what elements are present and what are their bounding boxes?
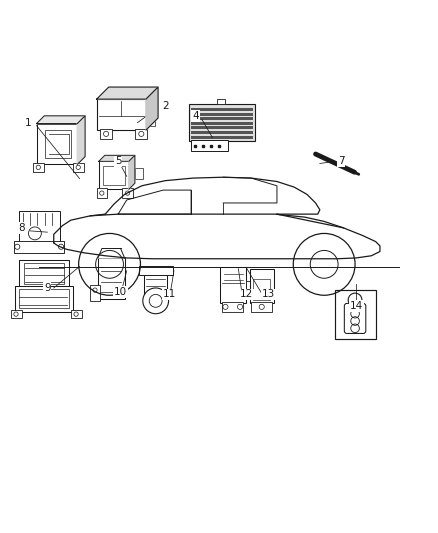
Text: 1: 1	[25, 118, 31, 128]
Bar	[191, 131, 253, 134]
Bar	[191, 117, 253, 120]
Bar	[123, 188, 133, 198]
Polygon shape	[97, 87, 158, 99]
Bar	[246, 281, 254, 300]
Bar	[97, 99, 146, 130]
Text: 7: 7	[338, 156, 345, 166]
Bar	[90, 285, 100, 301]
Polygon shape	[78, 116, 85, 164]
Text: 8: 8	[18, 223, 25, 233]
Bar	[73, 163, 84, 172]
Bar	[99, 161, 129, 189]
Bar	[146, 118, 155, 126]
Bar	[98, 258, 124, 298]
Polygon shape	[98, 248, 124, 258]
Bar	[191, 126, 253, 130]
Bar	[45, 130, 71, 158]
Bar	[24, 263, 64, 284]
Bar	[335, 290, 376, 340]
Bar	[250, 269, 273, 303]
Text: 10: 10	[114, 287, 127, 297]
Bar	[36, 124, 78, 164]
Bar	[191, 112, 253, 116]
Bar	[253, 279, 270, 300]
Bar	[139, 265, 173, 275]
Bar	[19, 260, 69, 288]
Bar	[100, 128, 112, 140]
Bar	[19, 211, 60, 242]
Text: 5: 5	[115, 156, 121, 166]
Bar	[18, 289, 69, 308]
Polygon shape	[99, 155, 135, 161]
Bar	[189, 104, 255, 141]
Bar	[191, 122, 253, 125]
Bar	[191, 140, 228, 151]
Bar	[135, 168, 143, 179]
Bar	[11, 310, 21, 318]
Text: 4: 4	[192, 111, 199, 122]
Text: 14: 14	[350, 301, 363, 311]
Bar	[146, 107, 155, 115]
Text: 2: 2	[162, 101, 169, 110]
Bar	[191, 135, 253, 139]
Circle shape	[143, 288, 169, 314]
Bar	[251, 302, 272, 312]
Bar	[135, 128, 147, 140]
Text: 13: 13	[262, 289, 275, 300]
Bar	[222, 302, 244, 312]
Bar	[220, 266, 246, 303]
Bar	[15, 286, 73, 312]
Bar	[97, 188, 107, 198]
Text: 9: 9	[44, 283, 51, 293]
Text: 12: 12	[240, 289, 254, 300]
Polygon shape	[129, 155, 135, 189]
Bar	[33, 163, 44, 172]
Bar	[217, 99, 225, 104]
Polygon shape	[36, 116, 85, 124]
Text: 11: 11	[163, 289, 176, 300]
Polygon shape	[146, 87, 158, 130]
Bar	[14, 241, 64, 253]
Bar	[71, 310, 81, 318]
Bar	[103, 166, 124, 185]
Bar	[144, 266, 167, 296]
Bar	[191, 108, 253, 111]
